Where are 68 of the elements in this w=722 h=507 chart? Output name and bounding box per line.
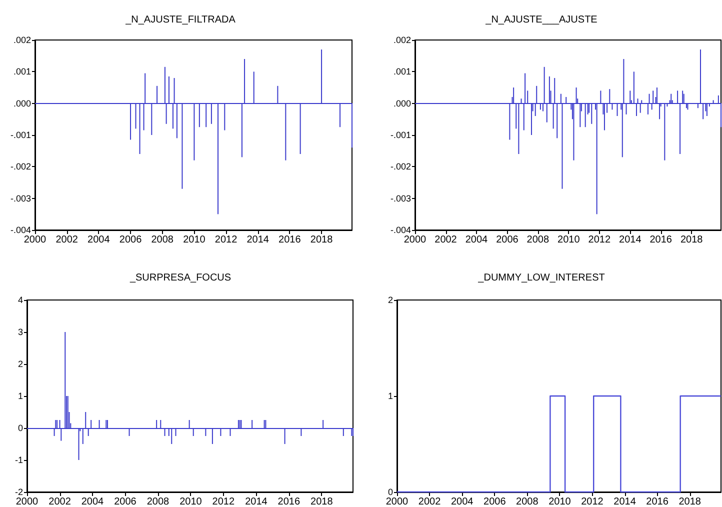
y-tick-label: -.001 [390, 130, 411, 140]
y-tick-label: 4 [18, 295, 23, 305]
y-tick-label: 3 [18, 327, 23, 337]
x-tick-label: 2012 [581, 496, 604, 507]
y-tick-label: .002 [13, 35, 31, 45]
y-tick-label: -.004 [390, 225, 411, 235]
x-tick-label: 2014 [245, 496, 268, 507]
y-tick-label: .002 [393, 35, 411, 45]
x-tick-label: 2010 [558, 234, 580, 246]
x-tick-label: 2008 [526, 234, 550, 246]
x-tick-label: 2018 [310, 234, 334, 246]
x-tick-label: 2006 [119, 234, 142, 246]
x-tick-label: 2016 [278, 234, 302, 246]
x-tick-label: 2010 [180, 496, 202, 507]
x-tick-label: 2010 [548, 496, 572, 507]
x-tick-label: 2012 [214, 234, 238, 246]
x-tick-label: 2004 [88, 234, 110, 246]
x-tick-label: 2002 [418, 496, 442, 507]
y-tick-label: -.002 [10, 162, 31, 172]
x-tick-label: 2000 [386, 496, 409, 507]
x-tick-label: 2000 [16, 496, 39, 507]
x-tick-label: 2002 [434, 234, 458, 246]
chart-title: _DUMMY_LOW_INTEREST [477, 272, 605, 284]
y-tick-label: 1 [18, 391, 23, 401]
chart-title: _N_AJUSTE___AJUSTE [484, 14, 598, 26]
y-tick-label: -1 [14, 455, 23, 465]
x-tick-label: 2006 [114, 496, 137, 507]
x-tick-label: 2014 [246, 234, 270, 246]
x-tick-label: 2010 [183, 234, 206, 246]
x-tick-label: 2018 [680, 234, 704, 246]
y-tick-label: -.002 [390, 162, 411, 172]
y-tick-label: 1 [388, 391, 393, 401]
y-tick-label: -.003 [390, 193, 411, 204]
x-tick-label: 2004 [81, 496, 104, 507]
x-tick-label: 2008 [146, 496, 170, 507]
y-tick-label: 2 [18, 359, 23, 369]
x-tick-label: 2012 [588, 234, 611, 246]
y-tick-label: .000 [13, 98, 31, 108]
x-tick-label: 2016 [646, 496, 669, 507]
y-tick-label: 0 [18, 423, 23, 433]
x-tick-label: 2000 [404, 234, 427, 246]
x-tick-label: 2008 [151, 234, 174, 246]
y-tick-label: .000 [393, 98, 411, 108]
x-tick-label: 2004 [450, 496, 474, 507]
y-tick-label: -.003 [10, 193, 31, 204]
x-tick-label: 2000 [24, 234, 47, 246]
x-tick-label: 2014 [619, 234, 642, 246]
x-tick-label: 2006 [496, 234, 519, 246]
x-tick-label: 2002 [48, 496, 72, 507]
x-tick-label: 2012 [212, 496, 235, 507]
y-tick-label: -.004 [10, 225, 31, 235]
x-tick-label: 2008 [516, 496, 539, 507]
y-tick-label: 2 [388, 295, 393, 305]
x-tick-label: 2016 [650, 234, 672, 246]
x-tick-label: 2016 [278, 496, 300, 507]
chart-title: _N_AJUSTE_FILTRADA [124, 14, 236, 26]
x-tick-label: 2018 [310, 496, 334, 507]
x-tick-label: 2006 [484, 496, 506, 507]
y-tick-label: .001 [393, 66, 411, 77]
x-tick-label: 2002 [56, 234, 78, 246]
x-tick-label: 2014 [614, 496, 636, 507]
y-tick-label: -.001 [10, 130, 31, 140]
y-tick-label: .001 [13, 66, 31, 77]
x-tick-label: 2004 [465, 234, 488, 246]
x-tick-label: 2018 [678, 496, 702, 507]
chart-title: _SURPRESA_FOCUS [128, 272, 232, 284]
y-tick-label: 0 [388, 487, 393, 497]
y-tick-label: -2 [14, 487, 23, 497]
